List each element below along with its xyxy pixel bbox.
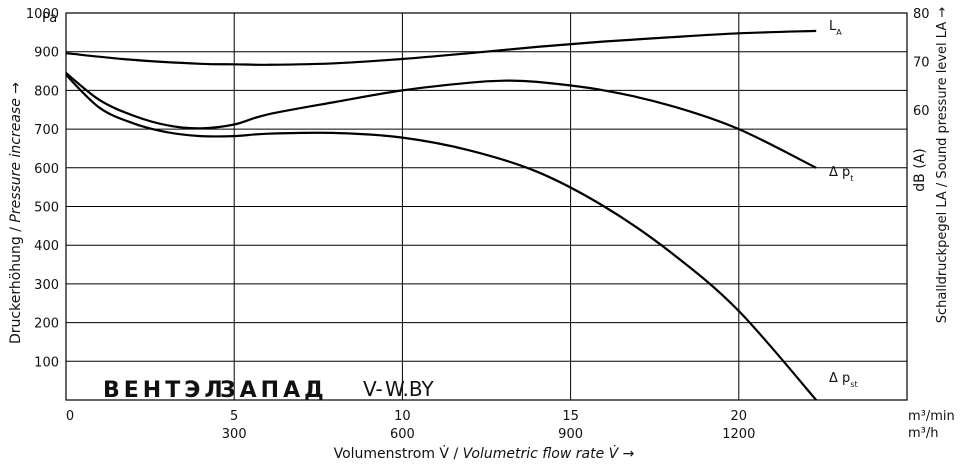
y-right-tick-label: 60 [913, 104, 930, 119]
x-tick-label: 0 [66, 409, 74, 424]
x-secondary-tick-label: 300 [222, 427, 247, 442]
watermark: ВЕНТЭЛ ЗАПАД V- W.BY [103, 377, 434, 403]
y-right-axis-title: Schalldruckpegel LA / Sound pressure lev… [935, 7, 950, 324]
series-label-sub: t [850, 174, 853, 183]
series-label-main: Δ p [829, 371, 850, 386]
x-tick-label: 5 [230, 409, 238, 424]
x-axis-title: Volumenstrom V̇ / Volumetric flow rate V… [334, 445, 635, 462]
x-tick-label: 10 [394, 409, 411, 424]
y-left-title-de: Druckerhöhung / [8, 227, 24, 344]
x-unit-primary: m³/min [908, 409, 955, 424]
y-left-tick-label: 900 [34, 46, 59, 61]
x-title-en: Volumetric flow rate V̇ → [463, 445, 635, 462]
watermark-part-1: ВЕНТЭЛ [103, 378, 227, 403]
y-left-tick-label: 200 [34, 317, 59, 332]
series-label-sub: A [836, 28, 842, 37]
series-label-LA: LA [829, 19, 842, 37]
x-tick-label: 15 [562, 409, 579, 424]
curve-Δ-pt [65, 72, 817, 169]
series-label-Δ-pt: Δ pt [829, 165, 853, 183]
y-left-tick-label: 100 [34, 355, 59, 370]
series-label-main: Δ p [829, 165, 850, 180]
curves: LAΔ ptΔ pst [65, 19, 858, 401]
series-label-Δ-pst: Δ pst [829, 371, 858, 389]
x-secondary-tick-label: 1200 [722, 427, 755, 442]
y-left-axis-title: Druckerhöhung / Pressure increase → [8, 82, 24, 344]
y-left-tick-label: 700 [34, 123, 59, 138]
y-right-tick-label: 70 [913, 55, 930, 70]
x-title-de: Volumenstrom V̇ / [334, 445, 459, 462]
y-left-unit: Pa [42, 11, 57, 26]
x-tick-label: 20 [731, 409, 748, 424]
y-left-tick-label: 500 [34, 201, 59, 216]
x-secondary-tick-label: 900 [558, 427, 583, 442]
series-label-main: L [829, 19, 837, 34]
plot-border [65, 12, 908, 401]
series-label-sub: st [850, 380, 857, 389]
y-left-tick-label: 300 [34, 278, 59, 293]
y-left-tick-label: 400 [34, 239, 59, 254]
curve-Δ-pst [65, 74, 818, 401]
watermark-part-2: ЗАПАД [220, 378, 328, 403]
y-left-title-en: Pressure increase → [8, 82, 24, 223]
watermark-part-4: W.BY [385, 377, 434, 401]
y-left-tick-label: 800 [34, 84, 59, 99]
x-unit-secondary: m³/h [908, 426, 939, 441]
grid [66, 12, 907, 400]
y-right-tick-label: 80 [913, 7, 930, 22]
curve-LA [65, 29, 817, 66]
y-left-tick-label: 600 [34, 162, 59, 177]
watermark-part-3: V- [363, 377, 383, 401]
y-left-tick-label: 1000 [26, 7, 59, 22]
y-right-unit: dB (A) [912, 148, 928, 191]
plot-frame [65, 12, 908, 401]
x-secondary-tick-label: 600 [390, 427, 415, 442]
